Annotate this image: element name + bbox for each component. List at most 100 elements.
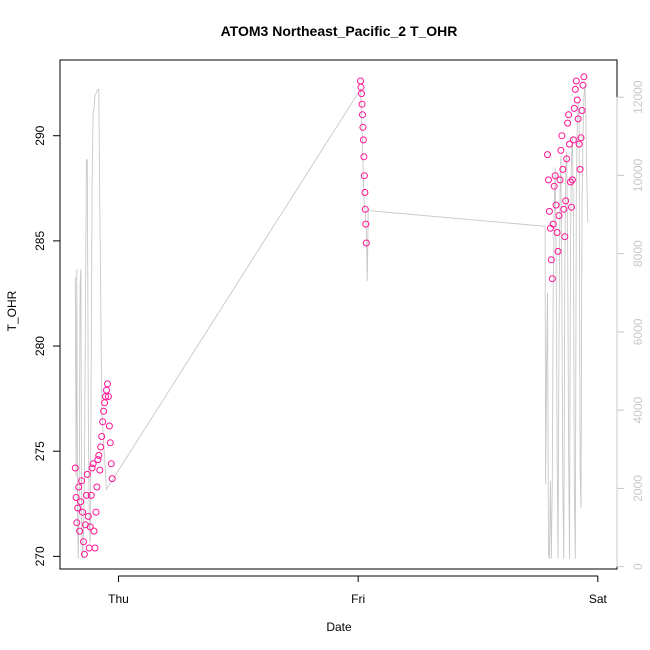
data-point <box>544 151 551 159</box>
data-point <box>361 205 369 213</box>
data-point <box>86 523 94 531</box>
data-point <box>568 176 576 184</box>
data-point <box>82 491 90 499</box>
data-point <box>576 165 584 173</box>
data-point <box>73 519 81 527</box>
data-point <box>87 491 95 499</box>
data-point <box>78 477 86 485</box>
data-point <box>580 73 588 81</box>
data-point <box>569 136 577 144</box>
data-point <box>94 456 102 464</box>
data-point <box>547 256 555 264</box>
data-point <box>104 380 111 388</box>
data-point <box>74 504 82 512</box>
y2-tick-label: 4000 <box>631 396 645 423</box>
secondary-line <box>74 85 589 559</box>
data-point <box>72 494 80 501</box>
data-point <box>575 140 583 148</box>
y-tick-label: 285 <box>33 231 47 251</box>
y-tick-label: 275 <box>33 441 47 461</box>
x-axis-label: Date <box>326 620 352 634</box>
data-point <box>574 115 582 123</box>
data-point <box>99 418 107 426</box>
data-point <box>553 229 561 236</box>
y-tick-label: 290 <box>33 125 47 145</box>
axes: 270 275 280 285 290 0 2000 4000 6000 8000 10000 120… <box>33 80 645 606</box>
data-point <box>552 201 560 209</box>
data-point <box>571 85 579 93</box>
data-point <box>71 464 79 472</box>
data-point <box>550 182 558 190</box>
y2-tick-label: 0 <box>631 563 645 570</box>
data-point <box>85 544 93 552</box>
data-point <box>101 399 109 407</box>
data-point <box>95 451 103 459</box>
data-point <box>361 189 369 196</box>
y2-tick-label: 10000 <box>631 158 645 192</box>
data-point <box>557 146 565 154</box>
data-point <box>556 176 564 184</box>
y2-tick-label: 6000 <box>631 318 645 345</box>
data-point <box>360 153 368 161</box>
data-point <box>103 386 110 394</box>
data-point <box>97 443 105 451</box>
data-point <box>80 538 87 546</box>
data-point <box>566 140 573 148</box>
data-point <box>77 498 85 506</box>
data-point <box>554 247 562 255</box>
data-point <box>568 203 575 211</box>
data-point <box>545 176 552 184</box>
data-point <box>558 132 566 140</box>
data-point <box>357 77 364 85</box>
data-point <box>96 466 104 474</box>
data-point <box>90 527 98 535</box>
y-tick-label: 270 <box>33 546 47 566</box>
data-point <box>578 107 586 114</box>
y2-tick-label: 2000 <box>631 475 645 502</box>
data-point <box>358 100 366 108</box>
data-point <box>577 134 585 142</box>
data-point <box>76 527 84 535</box>
data-point <box>572 77 580 85</box>
data-point <box>105 422 113 430</box>
x-tick-label: Fri <box>351 592 365 606</box>
data-point <box>560 205 568 213</box>
data-point <box>79 508 86 516</box>
data-point <box>83 470 91 478</box>
data-point <box>555 212 563 220</box>
data-point <box>93 483 101 491</box>
data-point <box>362 220 370 228</box>
data-point <box>567 178 574 186</box>
y2-tick-label: 8000 <box>631 240 645 267</box>
data-point <box>362 239 370 247</box>
data-point <box>570 104 578 112</box>
data-point <box>358 90 365 98</box>
data-point <box>104 393 112 400</box>
data-point <box>545 207 553 215</box>
data-points <box>71 73 588 558</box>
data-point <box>100 407 108 415</box>
data-point <box>357 83 365 91</box>
data-point <box>107 460 115 468</box>
y-tick-label: 280 <box>33 336 47 356</box>
data-point <box>80 550 88 558</box>
plot-frame <box>59 59 618 570</box>
data-point <box>75 483 83 491</box>
data-point <box>559 165 567 173</box>
data-point <box>562 197 570 205</box>
data-point <box>91 544 99 552</box>
data-point <box>89 460 97 468</box>
data-point <box>360 172 368 180</box>
y-axis-label: T_OHR <box>5 290 19 331</box>
data-point <box>108 475 116 483</box>
data-point <box>579 81 587 89</box>
data-point <box>359 136 367 144</box>
data-point <box>563 155 571 163</box>
secondary-series <box>74 85 589 559</box>
data-point <box>564 119 572 127</box>
data-point <box>551 172 559 180</box>
data-point <box>359 123 367 131</box>
data-point <box>573 96 581 104</box>
y2-tick-label: 12000 <box>631 80 645 114</box>
